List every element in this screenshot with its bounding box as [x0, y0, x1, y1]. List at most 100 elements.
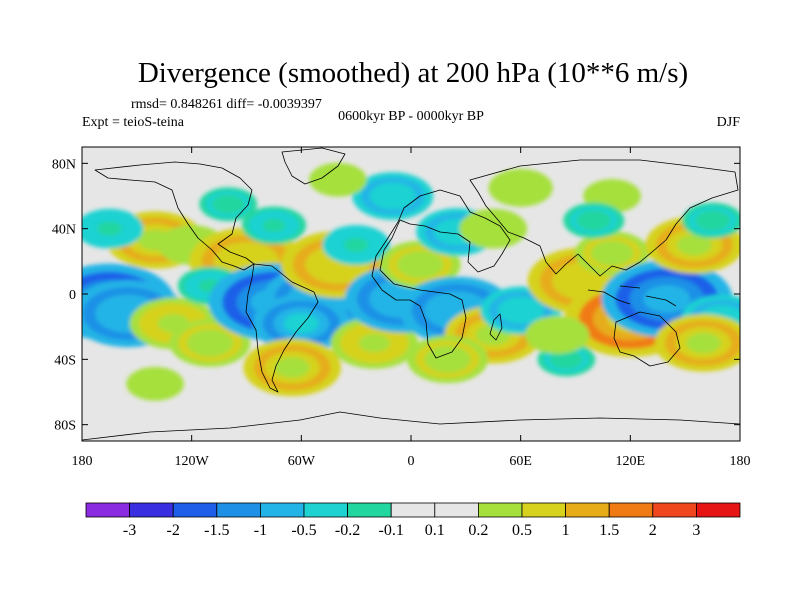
x-tick-label: 0 — [408, 454, 415, 469]
colorbar-label: -1 — [254, 522, 267, 539]
antarctica-outline — [82, 411, 740, 441]
field-level — [138, 374, 172, 394]
field-level — [701, 214, 724, 227]
field-level — [595, 186, 629, 206]
colorbar-label: -1.5 — [204, 522, 229, 539]
field-anomaly-15 — [199, 187, 258, 222]
field-level — [509, 181, 533, 195]
field-anomaly-33 — [682, 202, 740, 239]
colorbar-box — [521, 502, 566, 518]
colorbar-label: 1.5 — [599, 522, 619, 539]
field-level — [686, 332, 721, 354]
colorbar-box — [129, 502, 174, 518]
field-level — [211, 194, 245, 214]
field-level — [433, 350, 463, 368]
field-anomaly-17 — [243, 338, 341, 397]
colorbar-label: -2 — [167, 522, 180, 539]
stats-label: rmsd= 0.848261 diff= -0.0039397 — [131, 97, 322, 112]
field-level — [274, 357, 310, 378]
colorbar-label: 3 — [692, 522, 700, 539]
colorbar-label: 1 — [562, 522, 570, 539]
y-tick-label: 40N — [52, 223, 76, 238]
field-level — [676, 234, 712, 256]
colorbar-box — [216, 502, 261, 518]
y-tick-label: 80S — [54, 419, 76, 434]
y-tick-label: 40S — [54, 353, 76, 368]
field-level — [358, 333, 391, 353]
period-label: 0600kyr BP - 0000kyr BP — [338, 109, 484, 124]
map-area — [82, 147, 740, 441]
australia-outline — [613, 311, 681, 367]
field-anomaly-19 — [379, 240, 461, 289]
colorbar-label: 0.5 — [512, 522, 532, 539]
field-level — [405, 256, 435, 274]
y-tick-label: 0 — [69, 288, 76, 303]
asia-outline — [469, 159, 739, 277]
field-level — [283, 313, 319, 334]
coastlines — [82, 147, 740, 441]
field-level — [598, 245, 626, 261]
colorbar-box — [303, 502, 348, 518]
field-anomaly-21 — [459, 208, 528, 249]
field-anomaly-3 — [169, 319, 251, 367]
colorbar-label: -0.2 — [335, 522, 360, 539]
colorbar-box — [259, 502, 305, 518]
colorbar-box — [434, 502, 479, 518]
colorbar-label: -0.5 — [291, 522, 316, 539]
field-anomaly-41 — [525, 315, 590, 354]
madagascar-outline — [489, 313, 503, 341]
field-anomaly-14 — [241, 206, 307, 245]
indonesia-outline — [587, 285, 677, 307]
colorbar-label: -0.1 — [379, 522, 404, 539]
colorbar-box — [390, 502, 436, 518]
north-america-outline — [94, 161, 255, 271]
field-level — [643, 285, 691, 313]
y-axis: 80N 40N 0 40S 80S — [52, 157, 740, 434]
colorbar-box — [652, 502, 697, 518]
field-anomaly-27 — [574, 231, 650, 276]
field-level — [582, 214, 605, 227]
field-anomaly-11 — [252, 294, 351, 353]
y-tick-label: 80N — [52, 157, 76, 172]
colorbar-box — [347, 502, 392, 518]
colorbar-label: 0.1 — [425, 522, 445, 539]
x-axis: 180 120W 60W 0 60E 120E 180 — [72, 147, 751, 469]
field-anomaly-13 — [322, 225, 390, 265]
x-tick-label: 120W — [175, 454, 210, 469]
field-anomaly-35 — [488, 168, 553, 207]
colorbar-box — [696, 502, 741, 518]
field-level — [545, 328, 569, 342]
field-anomaly-37 — [309, 162, 367, 197]
colorbar: -3 -2 -1.5 -1 -0.5 -0.2 -0.1 0.1 0.2 0.5 1 1.5 2 3 — [85, 502, 741, 539]
field-level — [344, 237, 369, 253]
south-america-outline — [245, 263, 319, 393]
colorbar-label: -3 — [123, 522, 136, 539]
colorbar-box — [565, 502, 610, 518]
x-tick-label: 120E — [616, 454, 646, 469]
colorbar-label: 0.2 — [468, 522, 488, 539]
field-level — [506, 301, 536, 319]
chart-title: Divergence (smoothed) at 200 hPa (10**6 … — [138, 57, 688, 89]
field-level — [195, 334, 225, 352]
x-tick-label: 180 — [730, 454, 751, 469]
field-anomaly-38 — [563, 202, 625, 239]
field-level — [549, 349, 583, 370]
x-tick-label: 60E — [509, 454, 532, 469]
field-anomaly-34 — [352, 172, 434, 220]
x-tick-label: 180 — [72, 454, 93, 469]
europe-africa-outline — [371, 189, 511, 359]
x-tick-label: 60W — [288, 454, 316, 469]
colorbar-box — [172, 502, 218, 518]
colorbar-box — [477, 502, 523, 518]
field-anomaly-32 — [654, 314, 740, 372]
field-level — [321, 169, 355, 190]
field-anomaly-5 — [82, 208, 144, 249]
season-label: DJF — [717, 115, 741, 130]
field-level — [378, 187, 408, 205]
field-anomaly-40 — [126, 366, 184, 401]
field-anomaly-36 — [583, 179, 641, 213]
colorbar-label: 2 — [649, 522, 657, 539]
field-anomaly-24 — [407, 335, 489, 384]
field-level — [481, 221, 506, 236]
